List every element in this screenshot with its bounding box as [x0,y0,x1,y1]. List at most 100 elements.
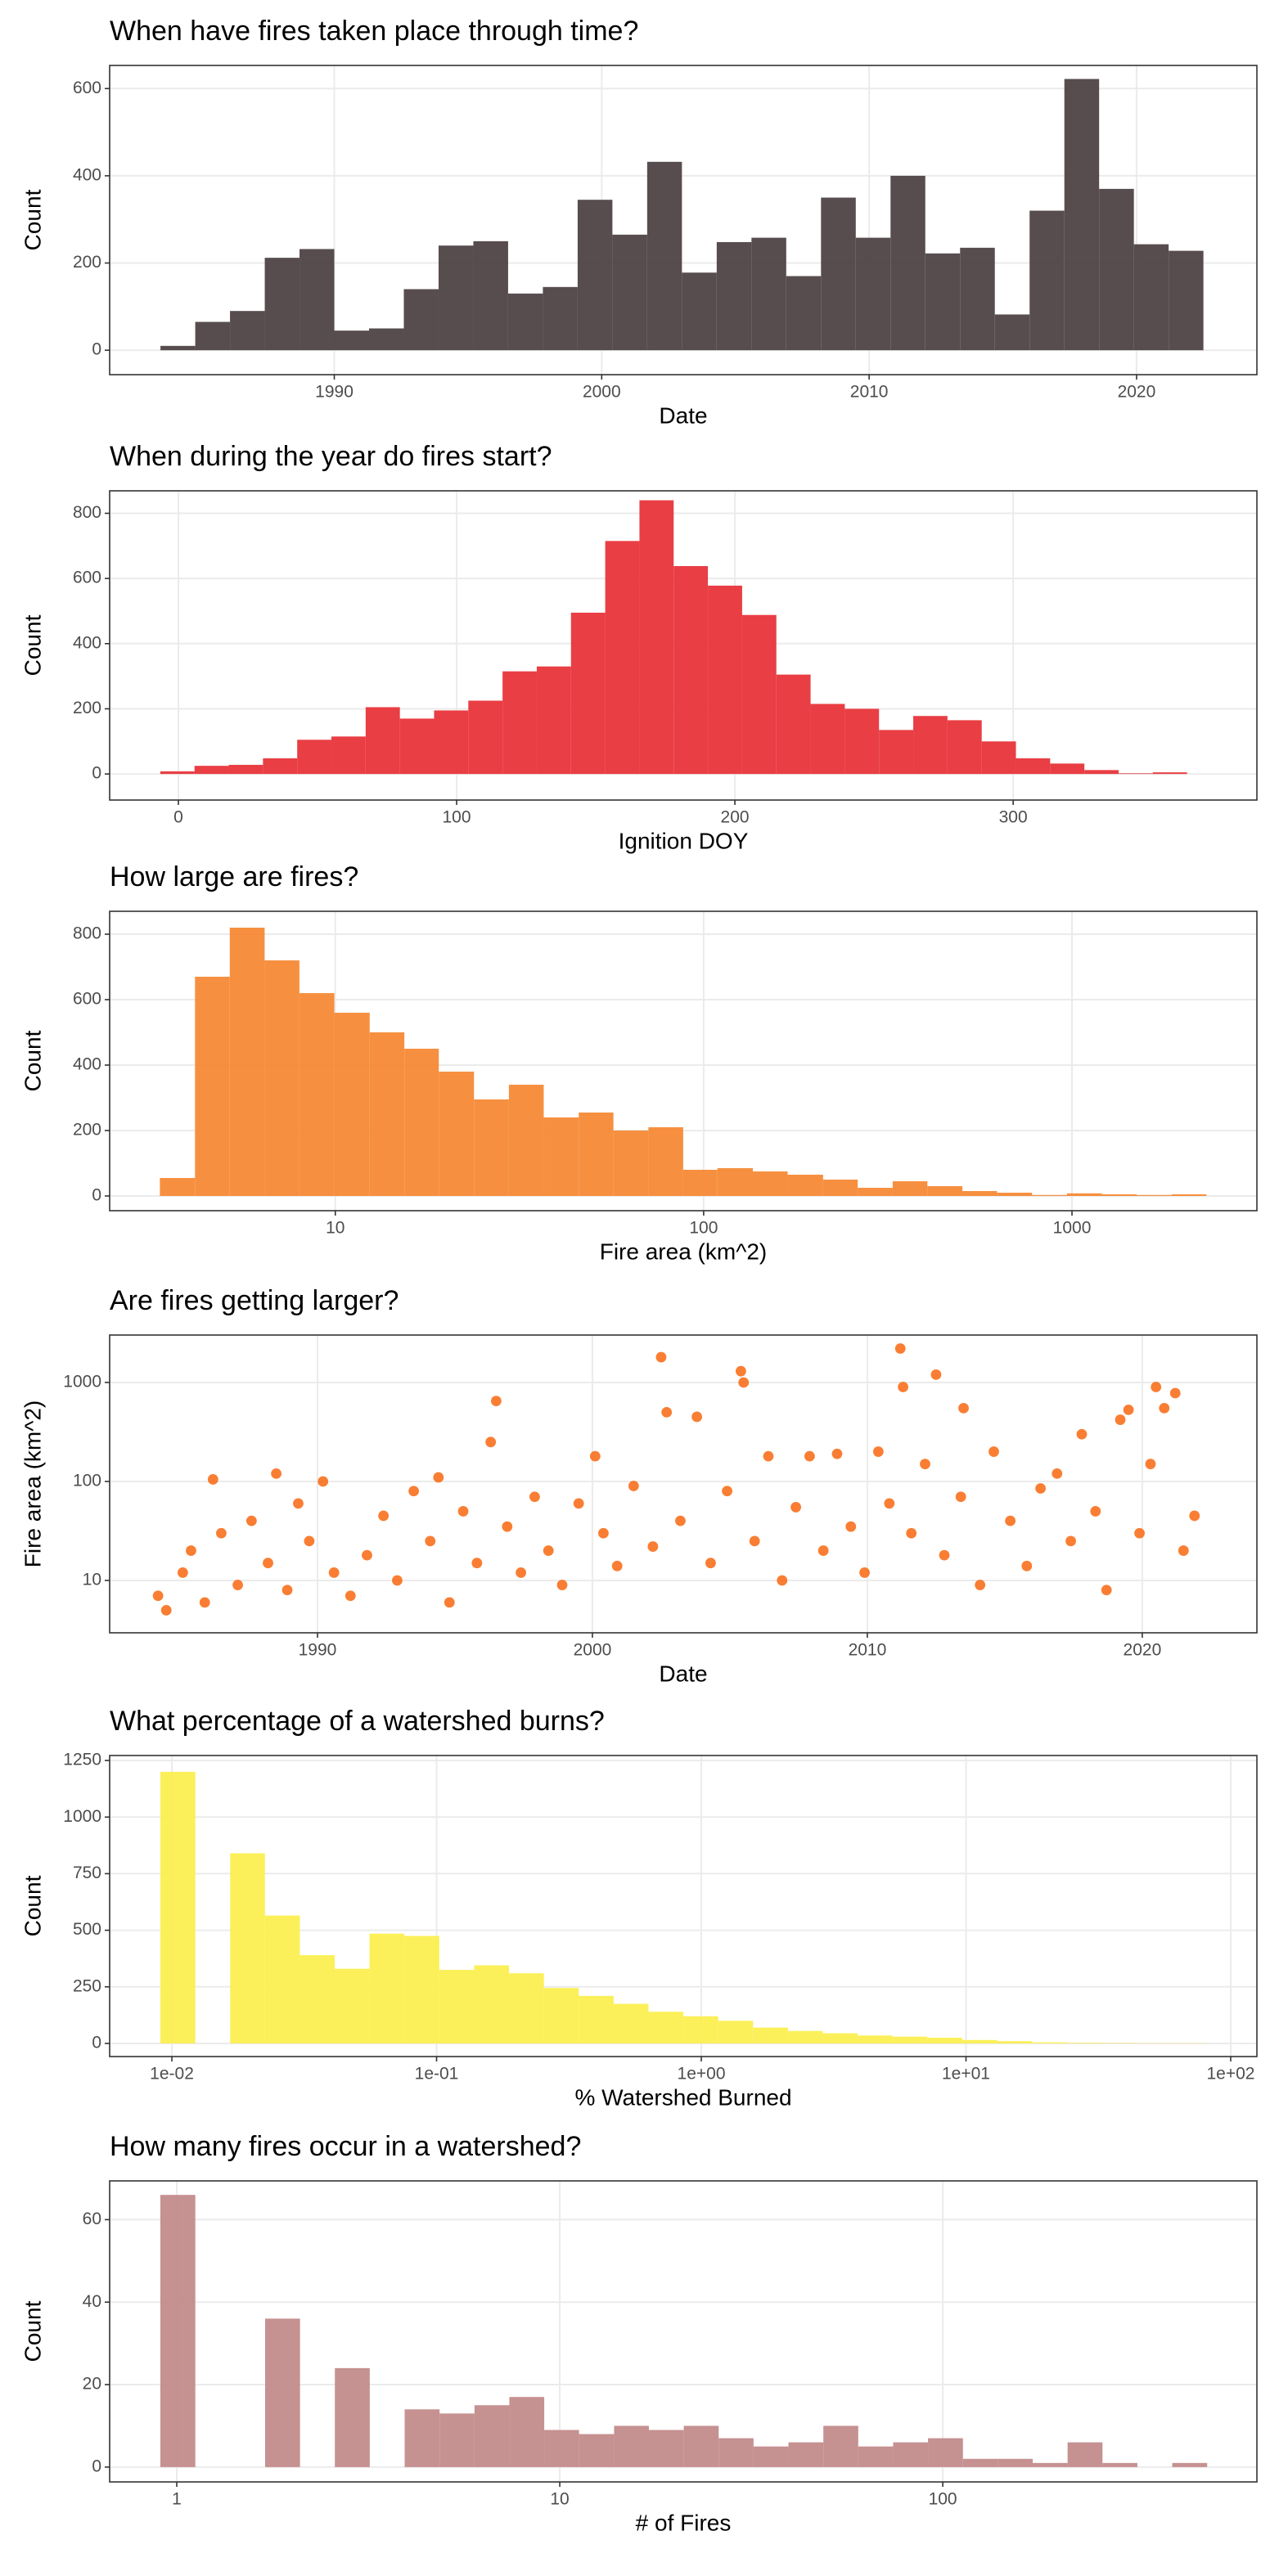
point [490,1396,502,1407]
bar [821,197,856,351]
point [738,1377,750,1388]
x-tick-label: 2000 [574,1641,612,1660]
bar [160,345,196,351]
bar [297,740,332,775]
x-axis-title: % Watershed Burned [574,2084,791,2110]
point [955,1491,966,1503]
bar [335,2367,370,2467]
bar [718,2438,754,2467]
point [1178,1545,1189,1556]
bar [1099,188,1134,351]
point [1169,1387,1181,1399]
bar [299,249,335,351]
y-tick-label: 400 [73,633,101,652]
bar [1152,772,1187,775]
point [471,1558,483,1569]
y-tick-label: 100 [73,1472,101,1490]
bar [1102,2462,1137,2467]
panel-border [109,1334,1258,1634]
y-axis-title: Count [20,1030,45,1091]
bar [1133,244,1169,351]
bar [474,1965,510,2043]
y-tick-label: 0 [92,340,101,359]
point [1151,1382,1162,1392]
bar [890,175,925,351]
bar [195,321,231,351]
bar [927,1186,963,1196]
y-tick-label: 0 [92,1186,101,1205]
bar [195,977,230,1196]
x-tick-label: 10 [326,1219,345,1238]
bar [613,2003,649,2043]
point [675,1515,686,1526]
point [345,1590,356,1602]
bar [648,2430,684,2467]
bar [718,2021,754,2043]
point [281,1585,293,1596]
bar [399,718,435,775]
bar [947,720,982,775]
bar [786,276,822,351]
point [804,1450,815,1462]
bar [570,612,606,775]
bar [822,1180,858,1196]
panel-border [109,910,1258,1212]
bar [536,666,571,775]
bar [1118,773,1153,775]
point [930,1369,942,1380]
bar [751,237,786,351]
point [989,1446,999,1457]
panel [110,1335,1257,1633]
point [589,1450,601,1462]
point [872,1446,884,1457]
bar [1101,1194,1137,1196]
bar [438,245,474,351]
x-tick-label: 300 [999,808,1028,827]
point [160,1605,172,1616]
y-tick-label: 200 [73,699,101,717]
x-tick-label: 1 [172,2490,182,2509]
point [392,1575,403,1586]
x-axis-title: # of Fires [636,2510,732,2535]
point [735,1365,746,1377]
point [245,1515,257,1526]
bar [994,314,1030,351]
bar [753,2446,789,2467]
bar [925,253,961,351]
point [817,1545,829,1556]
panel-border [109,490,1258,801]
point [186,1545,196,1556]
point [898,1382,909,1392]
point [884,1498,895,1509]
point [655,1351,667,1363]
bar [369,328,404,351]
bar [605,541,640,775]
point [152,1590,164,1602]
point [1145,1459,1156,1470]
chart-title: What percentage of a watershed burns? [110,1706,605,1737]
x-tick-label: 2010 [850,383,889,402]
y-tick-label: 1000 [63,1373,101,1391]
point [722,1486,732,1497]
bar [823,2425,858,2467]
bar [474,1099,509,1196]
point [425,1535,436,1547]
panel-border [109,65,1258,375]
y-tick-label: 0 [92,764,101,783]
bar [683,2016,718,2043]
bar [822,2033,858,2043]
bar [331,736,366,775]
bar [1067,2442,1103,2467]
y-tick-label: 250 [73,1976,101,1995]
bar [579,1995,614,2043]
bar [403,289,439,351]
bar [717,1168,754,1196]
bar [892,1181,928,1196]
y-tick-label: 60 [83,2210,101,2228]
bar [708,585,742,775]
bar [335,1968,370,2043]
bar [404,2409,440,2467]
point [1065,1535,1076,1547]
x-tick-label: 10 [550,2490,569,2509]
